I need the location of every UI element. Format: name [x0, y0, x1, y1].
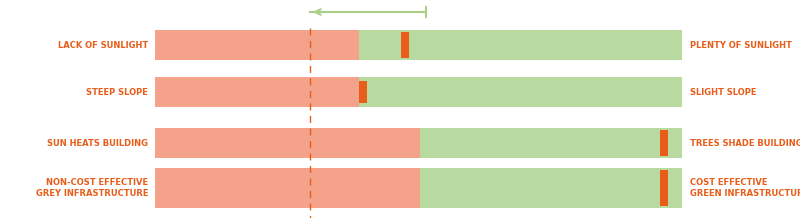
Bar [155, 128, 419, 158]
Bar [155, 77, 359, 107]
Text: STEEP SLOPE: STEEP SLOPE [86, 87, 148, 97]
Bar [359, 81, 367, 103]
Bar [359, 77, 682, 107]
Text: COST EFFECTIVE
GREEN INFRASTRUCTURE: COST EFFECTIVE GREEN INFRASTRUCTURE [690, 178, 800, 198]
Text: PLENTY OF SUNLIGHT: PLENTY OF SUNLIGHT [690, 41, 792, 49]
Text: SUN HEATS BUILDING: SUN HEATS BUILDING [47, 138, 148, 148]
Bar [155, 168, 419, 208]
Bar [155, 30, 359, 60]
Text: NON-COST EFFECTIVE
GREY INFRASTRUCTURE: NON-COST EFFECTIVE GREY INFRASTRUCTURE [35, 178, 148, 198]
Bar [659, 170, 667, 206]
Text: TREES SHADE BUILDING: TREES SHADE BUILDING [690, 138, 800, 148]
Bar [419, 128, 682, 158]
Bar [359, 30, 682, 60]
Bar [419, 168, 682, 208]
Text: SLIGHT SLOPE: SLIGHT SLOPE [690, 87, 757, 97]
Bar [402, 32, 410, 58]
Bar [659, 130, 667, 156]
Text: LACK OF SUNLIGHT: LACK OF SUNLIGHT [58, 41, 148, 49]
